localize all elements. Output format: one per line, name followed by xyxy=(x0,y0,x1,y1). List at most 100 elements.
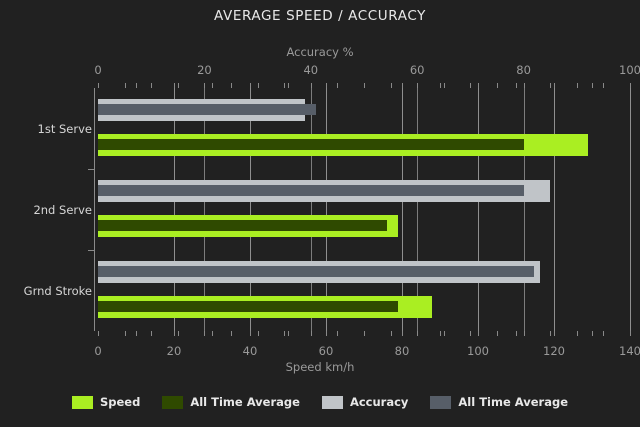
legend: Speed All Time Average Accuracy All Time Av… xyxy=(0,395,640,409)
axis-tick-mark xyxy=(151,331,153,336)
bar-accuracy-all-time-average xyxy=(98,104,317,116)
gridline xyxy=(310,88,312,331)
gridline xyxy=(630,88,631,331)
axis-tick-mark xyxy=(576,83,578,88)
axis-tick-mark xyxy=(390,83,392,88)
axis-tick-mark xyxy=(390,331,392,336)
axis-tick-mark xyxy=(576,331,578,336)
axis-tick-mark xyxy=(257,331,259,336)
axis-tick-mark xyxy=(288,331,289,336)
axis-tick-mark xyxy=(516,83,517,88)
bar-speed-all-time-average xyxy=(98,301,399,313)
gridline xyxy=(417,88,419,331)
axis-tick-label: 80 xyxy=(394,344,410,358)
axis-tick-mark xyxy=(497,83,498,88)
axis-tick-mark xyxy=(212,331,213,336)
axis-tick-mark xyxy=(603,331,605,336)
axis-tick-label: 100 xyxy=(619,63,640,77)
legend-item[interactable]: All Time Average xyxy=(430,395,568,409)
axis-tick-mark xyxy=(440,83,441,88)
axis-tick-mark xyxy=(417,83,419,88)
axis-tick-mark xyxy=(550,331,552,336)
axis-tick-mark xyxy=(284,83,286,88)
axis-tick-mark xyxy=(98,83,99,88)
top-axis-ticklabels: 0 20 40 60 80 100 xyxy=(94,63,640,77)
axis-tick-mark xyxy=(174,331,175,336)
axis-tick-mark xyxy=(523,331,525,336)
plot-area xyxy=(98,88,631,331)
axis-tick-mark xyxy=(98,331,99,336)
axis-tick-label: 40 xyxy=(242,344,258,358)
legend-item-label: Accuracy xyxy=(349,395,409,409)
axis-tick-mark xyxy=(204,331,206,336)
axis-tick-mark xyxy=(470,83,472,88)
axis-tick-mark xyxy=(177,83,179,88)
axis-tick-mark xyxy=(231,331,232,336)
gridline xyxy=(554,88,555,331)
axis-tick-mark xyxy=(364,331,365,336)
legend-swatch-icon xyxy=(71,395,93,409)
axis-tick-mark xyxy=(554,83,555,88)
gridline xyxy=(204,88,206,331)
axis-tick-label: 0 xyxy=(94,63,102,77)
bottom-axis-label: Speed km/h xyxy=(285,360,355,374)
gridline xyxy=(523,88,525,331)
axis-tick-mark xyxy=(250,83,251,88)
axis-tick-mark xyxy=(443,83,445,88)
axis-tick-mark xyxy=(630,83,631,88)
axis-tick-mark xyxy=(326,331,327,336)
page-title: AVERAGE SPEED / ACCURACY xyxy=(214,8,426,24)
axis-tick-mark xyxy=(257,83,259,88)
axis-tick-label: 120 xyxy=(543,344,565,358)
gridline xyxy=(174,88,175,331)
axis-tick-label: 60 xyxy=(318,344,334,358)
axis-tick-label: 100 xyxy=(467,344,489,358)
axis-tick-mark xyxy=(151,83,153,88)
category-axis-tick xyxy=(88,250,95,251)
category-label: 2nd Serve xyxy=(33,202,92,217)
axis-tick-mark xyxy=(337,83,339,88)
legend-swatch-icon xyxy=(430,395,452,409)
category-axis-labels: 1st Serve 2nd Serve Grnd Stroke xyxy=(0,88,92,331)
category-label: 1st Serve xyxy=(37,121,92,136)
gridline xyxy=(402,88,403,331)
axis-tick-mark xyxy=(212,83,213,88)
legend-item[interactable]: Speed xyxy=(71,395,140,409)
gridline xyxy=(478,88,479,331)
axis-tick-mark xyxy=(592,331,593,336)
axis-tick-label: 40 xyxy=(303,63,319,77)
axis-tick-mark xyxy=(124,331,126,336)
legend-swatch-icon xyxy=(321,395,343,409)
bar-accuracy-all-time-average xyxy=(98,266,535,278)
axis-tick-label: 0 xyxy=(94,344,102,358)
axis-tick-mark xyxy=(402,331,403,336)
bar-speed-all-time-average xyxy=(98,139,524,151)
axis-tick-mark xyxy=(310,331,312,336)
axis-tick-mark xyxy=(402,83,403,88)
axis-tick-mark xyxy=(497,331,498,336)
axis-tick-mark xyxy=(478,331,479,336)
axis-tick-mark xyxy=(310,83,312,88)
axis-tick-mark xyxy=(470,331,472,336)
legend-item[interactable]: Accuracy xyxy=(321,395,409,409)
axis-tick-mark xyxy=(592,83,593,88)
axis-tick-mark xyxy=(326,83,327,88)
axis-tick-mark xyxy=(630,331,631,336)
axis-tick-mark xyxy=(136,83,137,88)
axis-tick-label: 140 xyxy=(619,344,640,358)
axis-tick-mark xyxy=(337,331,339,336)
axis-tick-label: 80 xyxy=(516,63,531,77)
legend-item[interactable]: All Time Average xyxy=(162,395,300,409)
top-axis-label: Accuracy % xyxy=(286,45,354,59)
axis-tick-mark xyxy=(364,83,365,88)
gridline xyxy=(250,88,251,331)
bar-accuracy-all-time-average xyxy=(98,185,524,197)
axis-tick-mark xyxy=(417,331,419,336)
axis-tick-label: 20 xyxy=(166,344,182,358)
axis-tick-mark xyxy=(478,83,479,88)
axis-tick-mark xyxy=(231,83,232,88)
axis-tick-mark xyxy=(177,331,179,336)
axis-tick-mark xyxy=(554,331,555,336)
axis-tick-mark xyxy=(550,83,552,88)
axis-tick-mark xyxy=(174,83,175,88)
